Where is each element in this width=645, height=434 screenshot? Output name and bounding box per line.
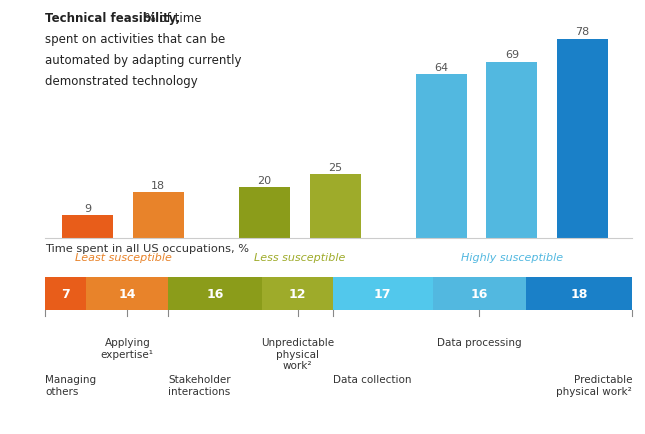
Bar bbox=[557, 39, 608, 239]
Text: Data processing: Data processing bbox=[437, 338, 522, 348]
Text: Stakeholder
interactions: Stakeholder interactions bbox=[168, 375, 231, 396]
Text: Unpredictable
physical
work²: Unpredictable physical work² bbox=[261, 338, 334, 371]
Text: automated by adapting currently: automated by adapting currently bbox=[45, 54, 242, 67]
Bar bbox=[310, 175, 361, 239]
Text: Predictable
physical work²: Predictable physical work² bbox=[557, 375, 632, 396]
Text: 14: 14 bbox=[119, 288, 136, 300]
Text: 20: 20 bbox=[257, 175, 272, 185]
Bar bbox=[263, 278, 333, 310]
Bar bbox=[86, 278, 168, 310]
Text: Highly susceptible: Highly susceptible bbox=[461, 253, 563, 263]
Text: Applying
expertise¹: Applying expertise¹ bbox=[101, 338, 154, 359]
Bar bbox=[239, 187, 290, 239]
Bar bbox=[45, 278, 86, 310]
Text: Least susceptible: Least susceptible bbox=[75, 253, 172, 263]
Text: Managing
others: Managing others bbox=[45, 375, 96, 396]
Text: spent on activities that can be: spent on activities that can be bbox=[45, 33, 225, 46]
Text: Time spent in all US occupations, %: Time spent in all US occupations, % bbox=[45, 244, 249, 254]
Bar bbox=[416, 76, 466, 239]
Text: 69: 69 bbox=[505, 50, 519, 60]
Text: 25: 25 bbox=[328, 162, 342, 172]
Text: 12: 12 bbox=[289, 288, 306, 300]
Text: 7: 7 bbox=[61, 288, 70, 300]
Text: 9: 9 bbox=[84, 203, 91, 213]
Text: Data collection: Data collection bbox=[333, 375, 412, 385]
Text: 78: 78 bbox=[575, 27, 590, 37]
Text: 18: 18 bbox=[571, 288, 588, 300]
Text: Technical feasibility,: Technical feasibility, bbox=[45, 12, 180, 25]
Bar bbox=[333, 278, 433, 310]
Text: % of time: % of time bbox=[141, 12, 201, 25]
Text: demonstrated technology: demonstrated technology bbox=[45, 75, 198, 88]
Bar bbox=[433, 278, 526, 310]
Text: 18: 18 bbox=[151, 180, 165, 190]
Bar bbox=[486, 62, 537, 239]
Text: Less susceptible: Less susceptible bbox=[254, 253, 346, 263]
Bar bbox=[62, 216, 113, 239]
Bar bbox=[168, 278, 263, 310]
Text: 64: 64 bbox=[434, 63, 448, 73]
Text: 17: 17 bbox=[374, 288, 392, 300]
Text: 16: 16 bbox=[206, 288, 224, 300]
Text: 16: 16 bbox=[471, 288, 488, 300]
Bar bbox=[526, 278, 632, 310]
Bar bbox=[133, 193, 184, 239]
